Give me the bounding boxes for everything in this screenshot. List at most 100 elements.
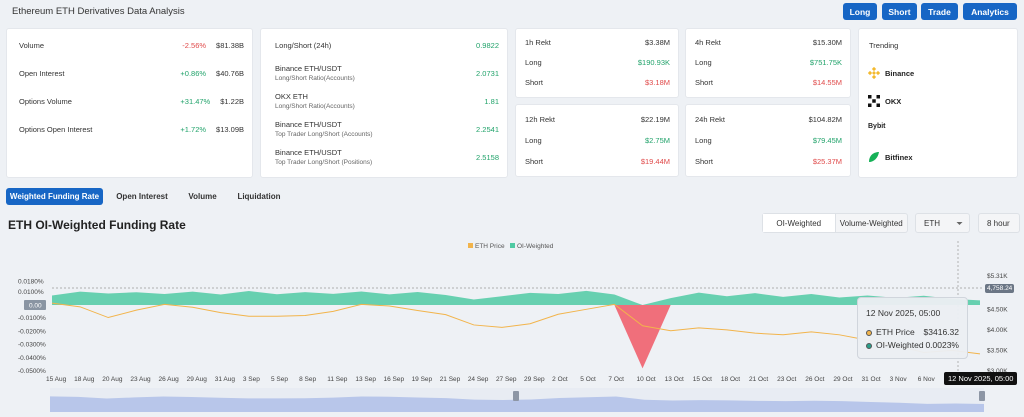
rekt-period: 24h Rekt <box>695 115 726 124</box>
x-tick-label: 20 Aug <box>102 376 123 383</box>
toggle-volume-weighted[interactable]: Volume-Weighted <box>839 218 903 228</box>
x-tick-label: 13 Sep <box>355 376 376 383</box>
overview-change: -2.56% <box>182 41 207 50</box>
rekt-long-value: $79.45M <box>812 136 842 145</box>
overview-card: Volume -2.56% $81.38B Open Interest +0.86… <box>6 28 253 178</box>
y-left-tick-label: -0.0400% <box>18 355 46 362</box>
long-short-item[interactable]: Binance ETH/USDT Top Trader Long/Short (… <box>275 148 499 166</box>
long-button[interactable]: Long <box>843 3 877 20</box>
x-tick-label: 29 Oct <box>833 376 852 383</box>
navigator-area <box>50 396 984 412</box>
chart-canvas[interactable]: ETH Price OI-Weighted 0.0180% 0.0100% -0.010… <box>0 236 1024 417</box>
header-bar: Ethereum ETH Derivatives Data Analysis L… <box>0 0 1024 24</box>
binance-icon <box>868 67 880 79</box>
overview-label: Options Volume <box>19 97 72 106</box>
oi-dot-icon <box>866 342 872 349</box>
x-tick-label: 23 Oct <box>777 376 796 383</box>
rekt-short-label: Short <box>695 78 713 87</box>
interval-select[interactable]: 8 hour <box>978 213 1020 233</box>
tab-open-interest[interactable]: Open Interest <box>116 192 168 201</box>
funding-negative-area <box>52 305 980 369</box>
page-title: Ethereum ETH Derivatives Data Analysis <box>12 6 185 17</box>
rekt-short-label: Short <box>525 78 543 87</box>
analytics-button[interactable]: Analytics <box>963 3 1017 20</box>
tab-weighted-funding-rate[interactable]: Weighted Funding Rate <box>6 188 103 205</box>
y-left-tick-label: -0.0100% <box>18 315 46 322</box>
overview-change: +31.47% <box>180 97 211 106</box>
rekt-total: $15.30M <box>812 38 842 47</box>
short-button[interactable]: Short <box>882 3 917 20</box>
weighting-toggle: OI-Weighted Volume-Weighted <box>762 213 908 233</box>
rekt-card-1h: 1h Rekt $3.38M Long $190.93K Short $3.18M <box>515 28 679 98</box>
trending-item-okx[interactable]: OKX <box>868 95 901 107</box>
x-tick-label: 15 Oct <box>693 376 712 383</box>
eth-price-line <box>51 302 981 355</box>
legend-price-swatch <box>468 243 473 248</box>
chart-tooltip: 12 Nov 2025, 05:00 ETH Price $3416.32 OI… <box>857 297 968 359</box>
rekt-period: 1h Rekt <box>525 38 551 47</box>
tooltip-value: $3416.32 <box>923 327 959 337</box>
x-tick-label: 13 Oct <box>665 376 684 383</box>
funding-positive-area <box>52 290 980 306</box>
coin-select-value: ETH <box>924 218 940 228</box>
y-right-tick-label: $4.50K <box>987 306 1008 313</box>
rekt-long-label: Long <box>525 136 542 145</box>
x-tick-label: 29 Sep <box>524 376 545 383</box>
crosshair-x-label: 12 Nov 2025, 05:00 <box>944 372 1018 385</box>
long-short-title: Binance ETH/USDT <box>275 120 342 129</box>
rekt-short-value: $3.18M <box>644 78 670 87</box>
tab-volume[interactable]: Volume <box>188 192 217 201</box>
overview-value: $81.38B <box>216 41 244 50</box>
overview-value: $1.22B <box>220 97 244 106</box>
funding-rate-chart[interactable]: ETH Price OI-Weighted 0.0180% 0.0100% -0.010… <box>0 236 1024 417</box>
rekt-short-value: $19.44M <box>640 157 670 166</box>
rekt-short-value: $14.55M <box>812 78 842 87</box>
tooltip-row-oi: OI-Weighted 0.0023% <box>866 340 959 350</box>
long-short-subtitle: Top Trader Long/Short (Positions) <box>275 159 373 166</box>
tab-liquidation[interactable]: Liquidation <box>237 192 281 201</box>
overview-label: Volume <box>19 41 45 50</box>
long-short-value: 2.0731 <box>476 69 499 78</box>
long-short-item[interactable]: OKX ETH Long/Short Ratio(Accounts) 1.81 <box>275 92 499 110</box>
long-short-title: Binance ETH/USDT <box>275 64 342 73</box>
long-short-value: 2.2541 <box>476 125 499 134</box>
long-short-title: OKX ETH <box>275 92 308 101</box>
rekt-long-value: $190.93K <box>637 58 670 67</box>
trending-item-binance[interactable]: Binance <box>868 67 914 79</box>
coin-select[interactable]: ETH <box>915 213 970 233</box>
long-short-item[interactable]: Binance ETH/USDT Top Trader Long/Short (… <box>275 120 499 138</box>
x-tick-label: 27 Sep <box>496 376 517 383</box>
y-left-tick-label: -0.0300% <box>18 342 46 349</box>
interval-select-value: 8 hour <box>987 218 1010 228</box>
x-tick-label: 3 Nov <box>890 376 908 383</box>
toggle-oi-weighted[interactable]: OI-Weighted <box>763 214 836 232</box>
rekt-period: 4h Rekt <box>695 38 721 47</box>
trade-button[interactable]: Trade <box>921 3 958 20</box>
long-short-item[interactable]: Binance ETH/USDT Long/Short Ratio(Accoun… <box>275 64 499 82</box>
overview-row: Open Interest +0.86% $40.76B <box>19 69 244 78</box>
y-left-tick-label: -0.0200% <box>18 328 46 335</box>
crosshair-y-label: 4,758.24 <box>985 284 1015 293</box>
rekt-long-label: Long <box>695 58 712 67</box>
rekt-total: $104.82M <box>808 115 842 124</box>
x-tick-label: 2 Oct <box>552 376 568 383</box>
long-short-item[interactable]: Long/Short (24h) 0.9822 <box>275 41 499 50</box>
navigator-handle-left <box>513 391 519 401</box>
rekt-short-label: Short <box>525 157 543 166</box>
rekt-short-label: Short <box>695 157 713 166</box>
bitfinex-icon <box>868 151 880 163</box>
long-short-subtitle: Top Trader Long/Short (Accounts) <box>275 131 373 138</box>
x-tick-label: 24 Sep <box>468 376 489 383</box>
tooltip-label: ETH Price <box>876 327 915 337</box>
rekt-long-value: $2.75M <box>644 136 670 145</box>
rekt-card-24h: 24h Rekt $104.82M Long $79.45M Short $25.37… <box>685 104 851 177</box>
rekt-card-4h: 4h Rekt $15.30M Long $751.75K Short $14.55M <box>685 28 851 98</box>
long-short-value: 2.5158 <box>476 153 499 162</box>
overview-label: Options Open Interest <box>19 125 93 134</box>
x-tick-label: 6 Nov <box>918 376 936 383</box>
trending-label: Bitfinex <box>885 152 913 162</box>
trending-item-bybit[interactable]: Bybit <box>868 123 886 130</box>
trending-item-bitfinex[interactable]: Bitfinex <box>868 151 913 163</box>
y-right-tick-label: $5.31K <box>987 273 1008 280</box>
overview-value: $40.76B <box>216 69 244 78</box>
